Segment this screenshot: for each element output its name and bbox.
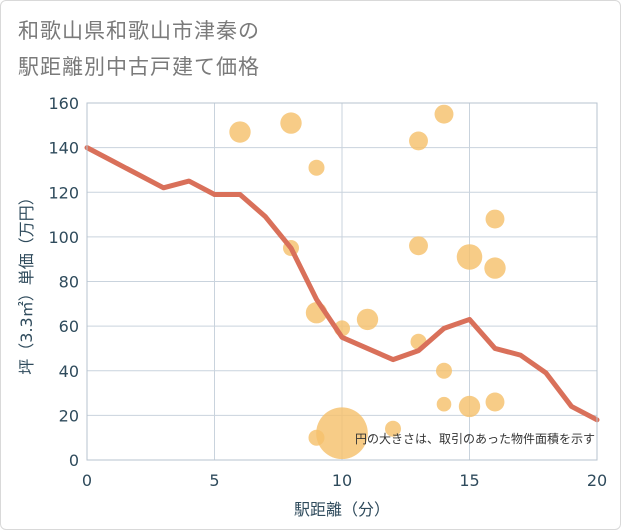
scatter-point (280, 112, 302, 134)
y-tick-label: 120 (48, 183, 79, 202)
x-tick-label: 5 (209, 471, 219, 490)
y-tick-label: 140 (48, 139, 79, 158)
chart-title-line-2: 駅距離別中古戸建て価格 (18, 55, 260, 79)
bubble-size-note: 円の大きさは、取引のあった物件面積を示す (355, 431, 595, 446)
scatter-point (456, 244, 483, 270)
chart-title: 和歌山県和歌山市津秦の 駅距離別中古戸建て価格 (18, 13, 260, 85)
y-tick-label: 100 (48, 228, 79, 247)
x-axis-label: 駅距離（分） (294, 500, 390, 519)
scatter-point (436, 396, 452, 412)
average-price-line (84, 145, 600, 423)
scatter-point (485, 209, 505, 229)
x-tick-label: 10 (332, 471, 352, 490)
x-tick-label: 15 (459, 471, 479, 490)
scatter-point (434, 104, 454, 124)
y-tick-label: 20 (59, 406, 79, 425)
y-axis-label: 坪（3.3㎡）単価（万円） (17, 189, 36, 374)
scatter-point (385, 420, 401, 437)
scatter-point (229, 121, 251, 143)
x-axis-ticks: 0 5 10 15 20 (82, 471, 607, 490)
x-tick-label: 20 (587, 471, 607, 490)
scatter-point (409, 131, 428, 151)
scatter-point (458, 395, 481, 418)
y-tick-label: 160 (48, 94, 79, 113)
scatter-point (316, 407, 368, 460)
y-tick-label: 80 (59, 273, 79, 292)
chart-title-line-1: 和歌山県和歌山市津秦の (18, 19, 260, 43)
scatter-point (484, 257, 506, 279)
plot-border (86, 102, 598, 461)
scatter-point (485, 392, 505, 412)
average-line (84, 145, 600, 423)
x-tick-label: 0 (82, 471, 92, 490)
y-tick-label: 60 (59, 317, 79, 336)
y-axis-ticks: 0 20 40 60 80 100 120 140 160 (48, 94, 79, 470)
y-tick-label: 0 (69, 451, 79, 470)
scatter-point (308, 159, 325, 176)
scatter-point (436, 362, 452, 379)
scatter-point (356, 308, 379, 331)
scatter-point (409, 236, 428, 256)
y-tick-label: 40 (59, 362, 79, 381)
